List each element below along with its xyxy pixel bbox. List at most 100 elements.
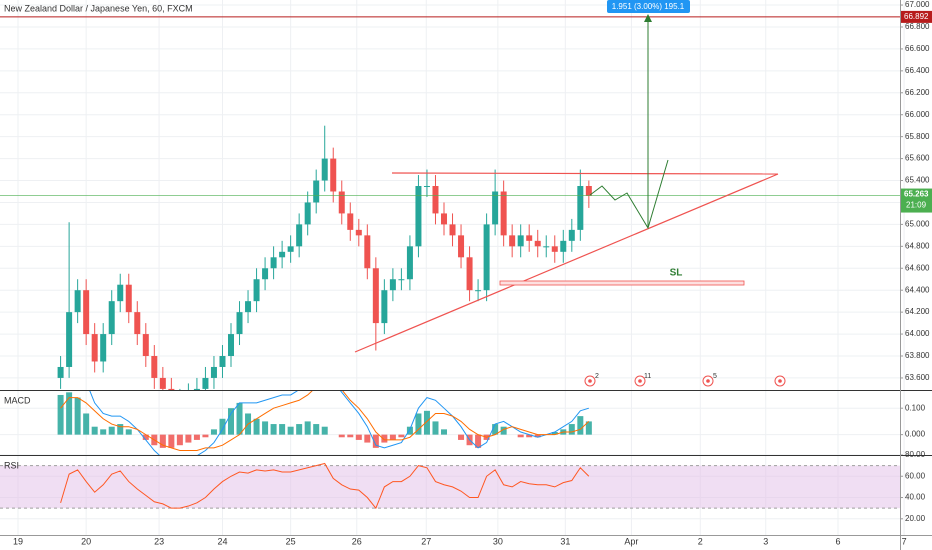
measure-label: 1.951 (3.00%) 195.1 bbox=[612, 2, 685, 11]
event-label: 2 bbox=[595, 373, 599, 380]
histogram-bar bbox=[313, 424, 320, 435]
histogram-bar bbox=[168, 434, 175, 448]
candle-body bbox=[66, 312, 73, 367]
y-tick-label: 65.000 bbox=[905, 220, 930, 229]
histogram-bar bbox=[364, 434, 371, 443]
y-tick-label: 63.800 bbox=[905, 351, 930, 360]
candle-body bbox=[210, 366, 217, 378]
histogram-bar bbox=[304, 421, 311, 435]
drawings: 1.951 (3.00%) 195.1 SL 2 11 5 bbox=[354, 0, 786, 387]
sl-label: SL bbox=[670, 268, 683, 279]
measure-box bbox=[607, 0, 690, 13]
candle-body bbox=[381, 290, 388, 324]
projection bbox=[589, 159, 669, 230]
x-tick-label: 27 bbox=[421, 536, 431, 546]
candle-body bbox=[202, 377, 209, 389]
y-tick-label: 65.400 bbox=[905, 176, 930, 185]
histogram-bar bbox=[202, 434, 209, 438]
candle-body bbox=[83, 290, 90, 335]
candle-body bbox=[432, 186, 439, 214]
histogram-bar bbox=[406, 426, 413, 435]
histogram-bar bbox=[347, 434, 354, 438]
histogram-bar bbox=[262, 421, 269, 435]
candle-body bbox=[415, 186, 422, 247]
histogram-bar bbox=[492, 424, 499, 435]
y-tick-label: 66.200 bbox=[905, 88, 930, 97]
y-tick-label: 64.600 bbox=[905, 263, 930, 272]
candle-body bbox=[262, 268, 269, 280]
candle-body bbox=[279, 251, 286, 258]
event-dot bbox=[588, 379, 592, 383]
candle-body bbox=[551, 246, 558, 252]
candle-body bbox=[108, 301, 115, 335]
histogram-bar bbox=[381, 434, 388, 443]
histogram-bar bbox=[423, 410, 430, 435]
candle-body bbox=[517, 235, 524, 247]
candle-body bbox=[193, 388, 200, 390]
candle-body bbox=[321, 158, 328, 181]
candle-body bbox=[142, 334, 149, 357]
histogram-bar bbox=[475, 434, 482, 448]
triangle-bottom bbox=[354, 173, 779, 353]
histogram-bar bbox=[389, 434, 396, 440]
candle-body bbox=[585, 186, 592, 196]
event-label: 11 bbox=[644, 373, 651, 380]
histogram-bar bbox=[185, 434, 192, 443]
x-tick-label: 30 bbox=[493, 536, 503, 546]
candle-body bbox=[236, 312, 243, 335]
histogram-bar bbox=[270, 424, 277, 435]
y-tick-label: 40.00 bbox=[905, 493, 926, 502]
candle-body bbox=[483, 224, 490, 291]
event-label: 5 bbox=[713, 373, 717, 380]
histogram-bar bbox=[227, 408, 234, 435]
y-tick-label: 64.800 bbox=[905, 241, 930, 250]
candle-body bbox=[466, 257, 473, 291]
arrow-head bbox=[644, 14, 652, 22]
candle-body bbox=[389, 279, 396, 291]
candle-body bbox=[185, 394, 191, 399]
pane-label: RSI bbox=[4, 460, 19, 470]
candle-body bbox=[134, 312, 141, 335]
candle-body bbox=[304, 202, 311, 225]
x-tick-label: 2 bbox=[698, 536, 703, 546]
histogram-bar bbox=[210, 429, 217, 435]
x-tick-label: Apr bbox=[624, 536, 638, 546]
y-tick-label: 80.00 bbox=[905, 450, 926, 459]
macd-pane bbox=[57, 391, 592, 455]
target-tag bbox=[901, 10, 932, 23]
target-label: 66.892 bbox=[904, 12, 929, 21]
histogram-bar bbox=[253, 418, 260, 435]
histogram-bar bbox=[108, 426, 115, 435]
histogram-bar bbox=[526, 434, 533, 438]
candle-body bbox=[364, 235, 371, 269]
macd-line bbox=[89, 391, 589, 455]
candle-body bbox=[74, 290, 81, 313]
histogram-bar bbox=[517, 434, 524, 438]
histogram-bar bbox=[159, 434, 166, 448]
candle-body bbox=[338, 191, 345, 214]
candle-body bbox=[287, 246, 294, 252]
x-tick-label: 24 bbox=[217, 536, 227, 546]
y-tick-label: 64.400 bbox=[905, 285, 930, 294]
candle-body bbox=[458, 235, 465, 258]
histogram-bar bbox=[568, 424, 575, 435]
histogram-bar bbox=[279, 424, 286, 435]
triangle-top bbox=[391, 172, 779, 175]
candle-body bbox=[423, 186, 430, 188]
x-tick-label: 20 bbox=[81, 536, 91, 546]
candle-body bbox=[568, 229, 575, 241]
histogram-bar bbox=[534, 434, 541, 438]
histogram-bar bbox=[372, 434, 379, 448]
candle-body bbox=[245, 301, 252, 313]
candle-body bbox=[441, 213, 448, 225]
x-tick-label: 3 bbox=[763, 536, 768, 546]
histogram-bar bbox=[432, 421, 439, 435]
histogram-bar bbox=[415, 413, 422, 435]
price-pane bbox=[0, 16, 900, 399]
histogram-bar bbox=[91, 426, 98, 435]
price-label: 65.263 bbox=[904, 190, 929, 199]
histogram-bar bbox=[100, 429, 107, 435]
candle-body bbox=[227, 334, 234, 357]
y-tick-label: 60.00 bbox=[905, 471, 926, 480]
candle-body bbox=[355, 229, 362, 236]
